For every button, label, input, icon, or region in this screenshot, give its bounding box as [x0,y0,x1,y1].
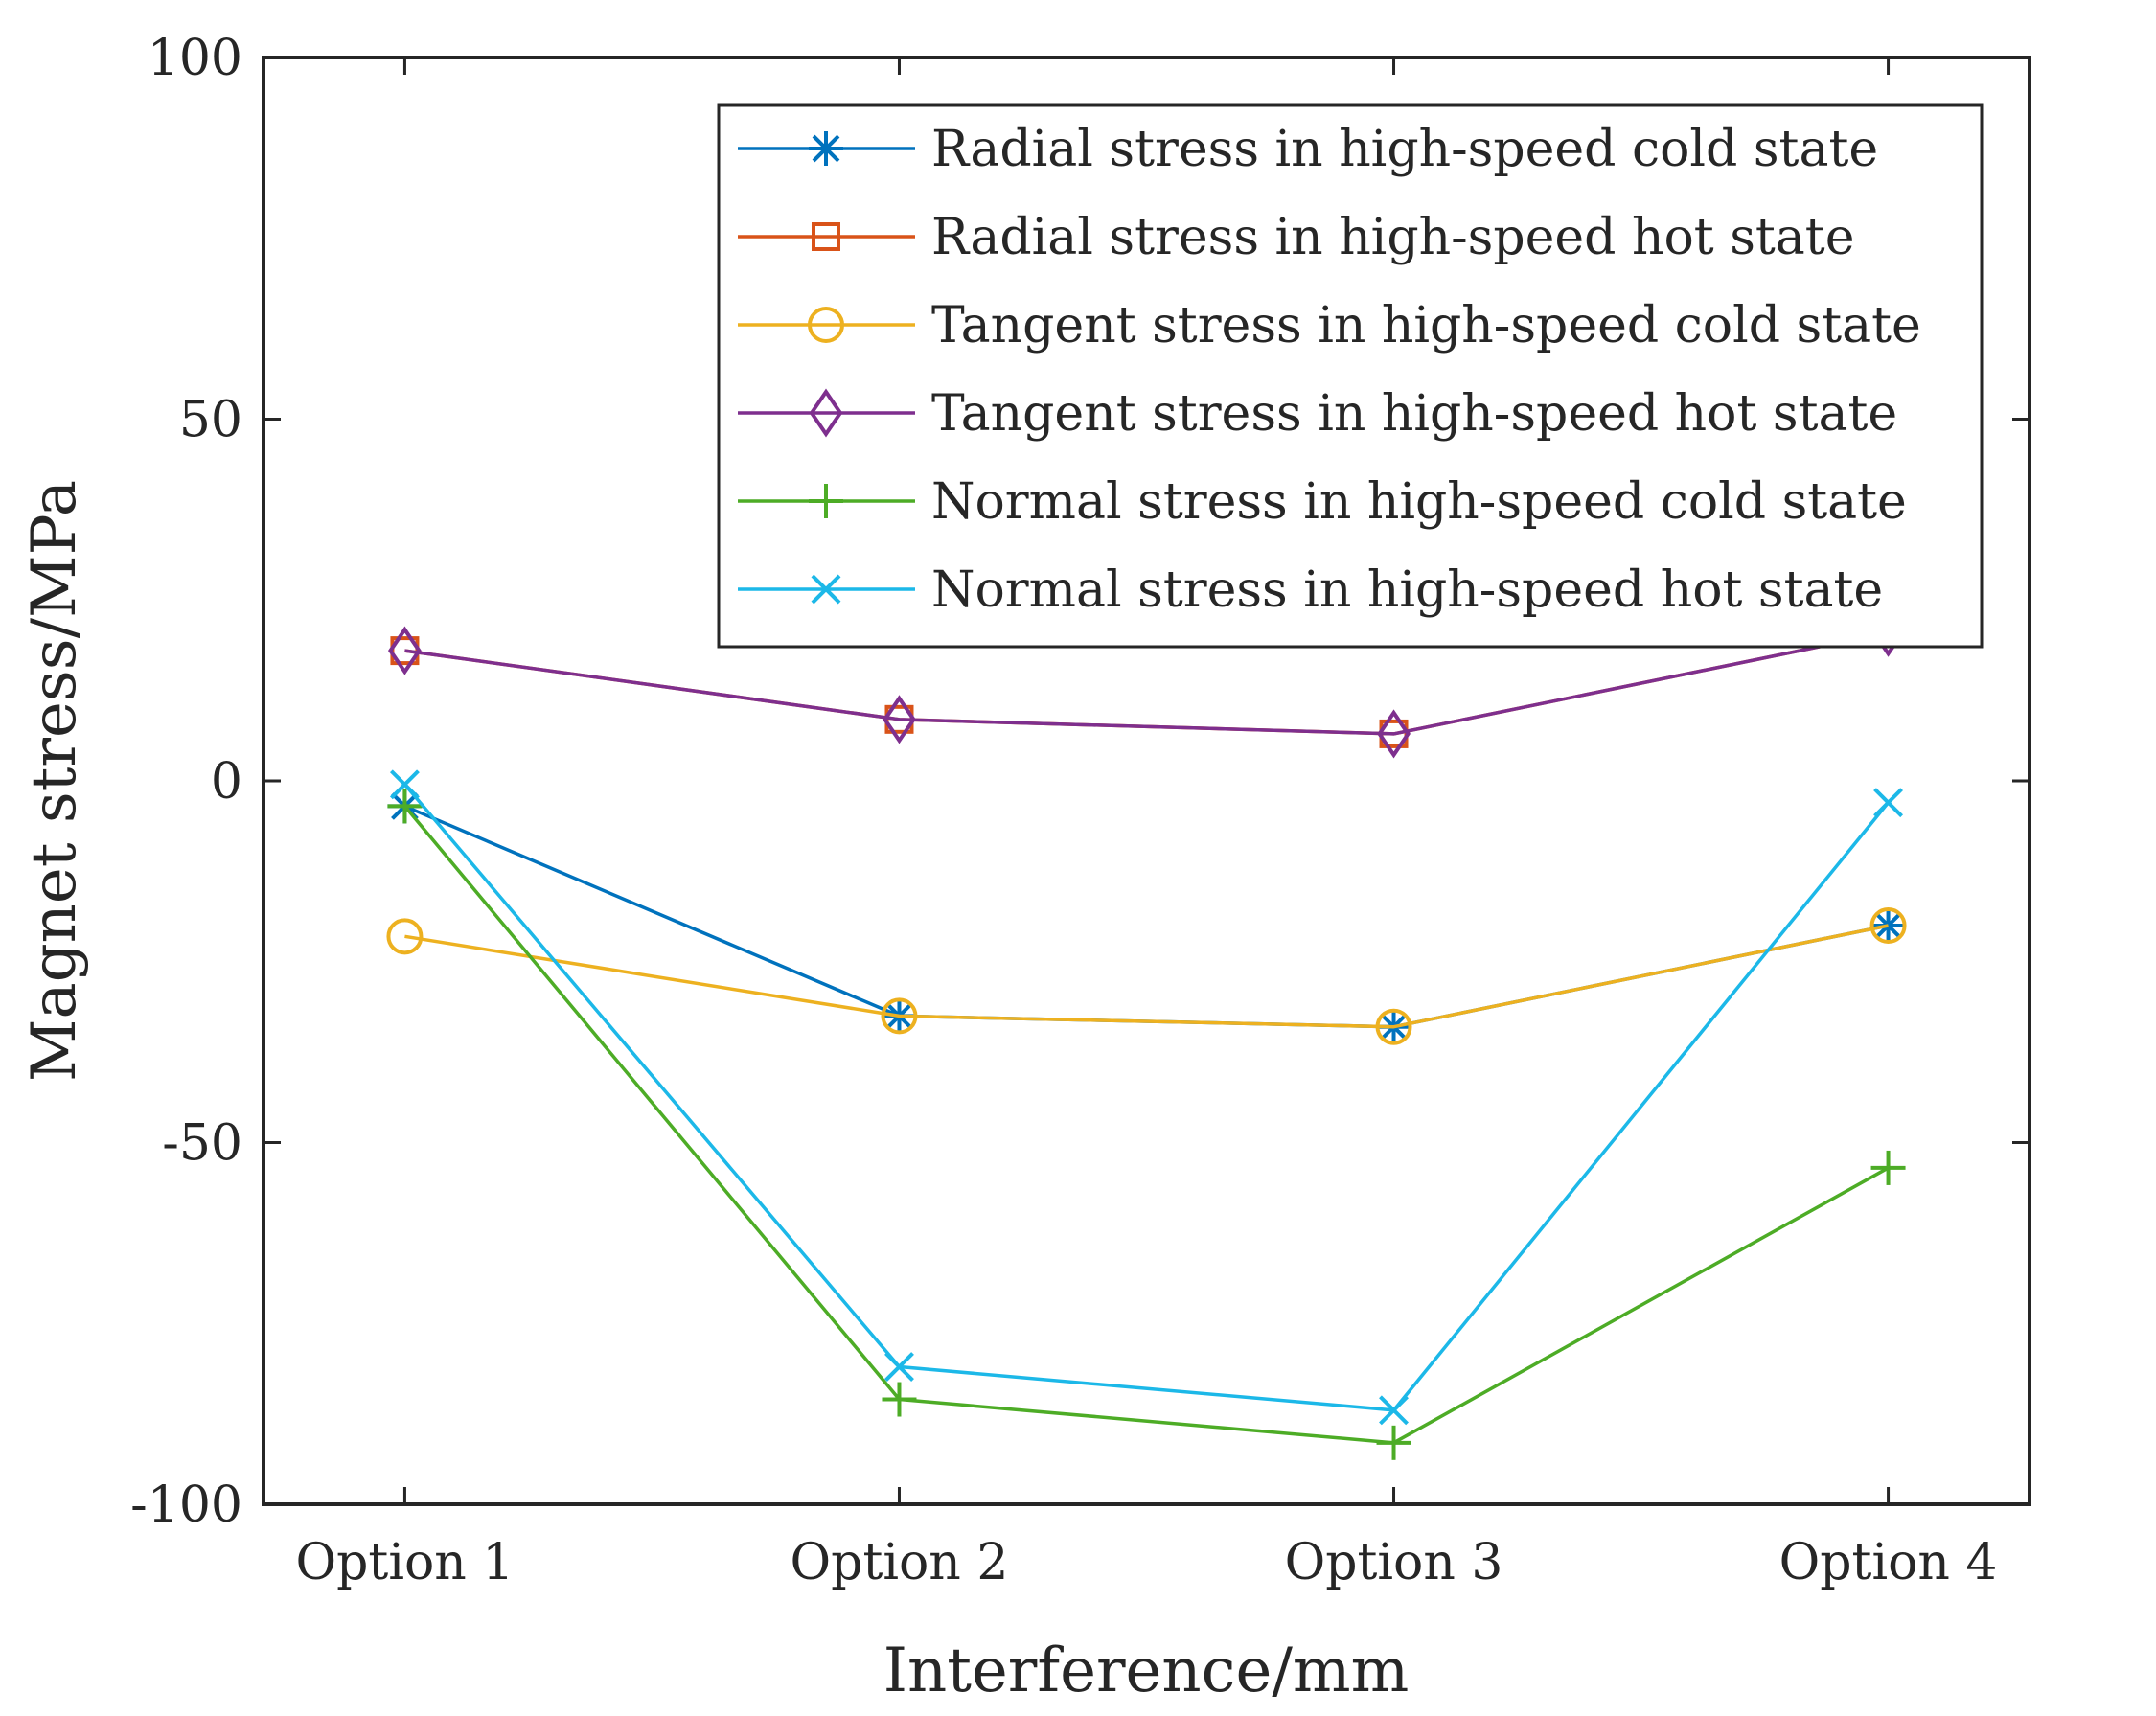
series-3-point-2 [881,997,918,1035]
x-tick-label-1: Option 1 [296,1534,515,1591]
legend-swatch-marker-2 [812,222,840,251]
legend-label-4: Tangent stress in high-speed hot state [931,385,1897,443]
series-4-point-1 [388,626,422,675]
legend-entry-5: Normal stress in high-speed cold state [738,473,1907,531]
legend: Radial stress in high-speed cold state Ra… [717,103,1984,649]
legend-entry-1: Radial stress in high-speed cold state [738,121,1878,178]
series-5 [387,789,1906,1460]
legend-entry-6: Normal stress in high-speed hot state [738,561,1883,619]
x-tick-label-4: Option 4 [1779,1534,1998,1591]
y-tick-label-1: -100 [130,1476,242,1534]
series-6 [389,769,1904,1426]
series-5-line [403,805,1890,1445]
series-4-point-3 [1377,709,1411,759]
series-6-point-2 [884,1352,914,1383]
legend-entry-4: Tangent stress in high-speed hot state [738,385,1897,443]
ticks-layer: Option 1 Option 2 Option 3 Option 4 -100 -50 0… [130,30,2030,1591]
legend-swatch-marker-6 [811,574,841,605]
series-6-point-1 [389,769,420,800]
series-6-line [403,783,1890,1412]
x-axis-title: Interference/mm [883,1636,1410,1706]
y-tick-label-4: 50 [179,392,242,449]
legend-entry-3: Tangent stress in high-speed cold state [738,297,1921,355]
legend-swatch-marker-1 [809,131,843,166]
series-3-point-4 [1869,907,1907,944]
x-tick-label-3: Option 3 [1285,1534,1503,1591]
series-3-point-3 [1375,1008,1412,1045]
legend-swatch-marker-3 [808,307,844,343]
series-6-point-4 [1873,788,1904,818]
legend-label-6: Normal stress in high-speed hot state [931,561,1883,619]
legend-box [717,103,1984,649]
series-3-point-1 [386,918,424,955]
series-layer [386,607,1907,1460]
series-3 [386,907,1907,1045]
series-3-line [404,924,1889,1029]
series-4-line [404,630,1889,736]
legend-label-1: Radial stress in high-speed cold state [931,121,1878,178]
y-tick-label-5: 100 [148,30,242,87]
series-4-point-2 [883,695,916,744]
legend-entry-2: Radial stress in high-speed hot state [738,209,1854,266]
legend-swatch-marker-4 [809,388,843,438]
series-5-point-4 [1870,1150,1906,1185]
series-5-point-3 [1376,1425,1411,1460]
series-6-point-3 [1379,1395,1409,1426]
y-axis-title: Magnet stress/MPa [19,480,90,1082]
legend-label-2: Radial stress in high-speed hot state [931,209,1854,266]
legend-label-5: Normal stress in high-speed cold state [931,473,1907,531]
legend-label-3: Tangent stress in high-speed cold state [931,297,1921,355]
y-tick-label-2: -50 [162,1115,242,1173]
series-5-point-1 [387,789,423,824]
x-tick-label-2: Option 2 [791,1534,1009,1591]
legend-swatch-marker-5 [809,484,843,518]
series-5-point-2 [882,1382,917,1417]
y-tick-label-3: 0 [211,753,242,811]
